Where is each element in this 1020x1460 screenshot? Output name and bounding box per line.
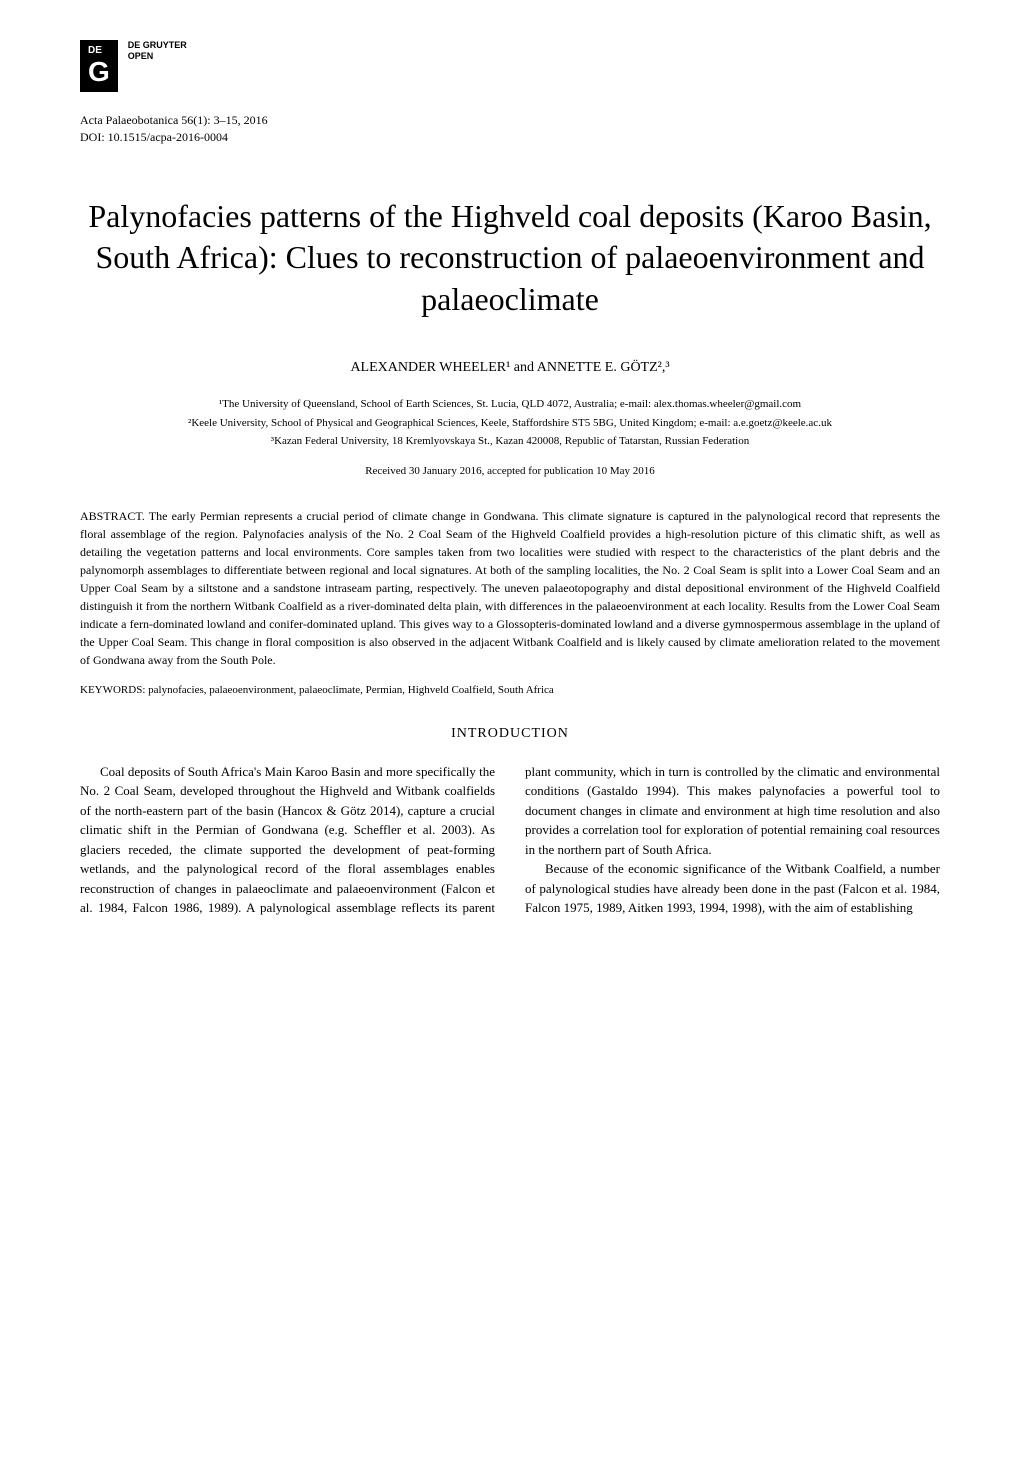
affiliation-1: ¹The University of Queensland, School of… <box>80 396 940 413</box>
publisher-logo: DE G DE GRUYTER OPEN <box>80 40 940 92</box>
paragraph-2: Because of the economic significance of … <box>525 859 940 918</box>
publisher-line2: OPEN <box>128 51 154 61</box>
abstract-text: The early Permian represents a crucial p… <box>80 509 940 667</box>
logo-de-text: DE <box>88 46 110 56</box>
affiliation-3: ³Kazan Federal University, 18 Kremlyovsk… <box>80 433 940 450</box>
keywords-label: KEYWORDS: <box>80 684 148 696</box>
abstract-label: ABSTRACT. <box>80 509 149 523</box>
keywords-text: palynofacies, palaeoenvironment, palaeoc… <box>148 684 554 696</box>
logo-box: DE G <box>80 40 118 92</box>
publisher-name: DE GRUYTER OPEN <box>128 40 187 62</box>
keywords: KEYWORDS: palynofacies, palaeoenvironmen… <box>80 684 940 696</box>
affiliation-2: ²Keele University, School of Physical an… <box>80 415 940 432</box>
abstract: ABSTRACT. The early Permian represents a… <box>80 507 940 669</box>
header-section: DE G DE GRUYTER OPEN Acta Palaeobotanica… <box>80 40 940 146</box>
logo-g-text: G <box>88 58 110 86</box>
journal-citation: Acta Palaeobotanica 56(1): 3–15, 2016 <box>80 112 940 129</box>
affiliations: ¹The University of Queensland, School of… <box>80 396 940 450</box>
authors: ALEXANDER WHEELER¹ and ANNETTE E. GÖTZ²,… <box>80 360 940 376</box>
body-text: Coal deposits of South Africa's Main Kar… <box>80 762 940 918</box>
section-header-introduction: INTRODUCTION <box>80 726 940 742</box>
article-title: Palynofacies patterns of the Highveld co… <box>80 196 940 321</box>
journal-doi: DOI: 10.1515/acpa-2016-0004 <box>80 129 940 146</box>
publisher-line1: DE GRUYTER <box>128 40 187 50</box>
article-dates: Received 30 January 2016, accepted for p… <box>80 465 940 477</box>
journal-info: Acta Palaeobotanica 56(1): 3–15, 2016 DO… <box>80 112 940 146</box>
